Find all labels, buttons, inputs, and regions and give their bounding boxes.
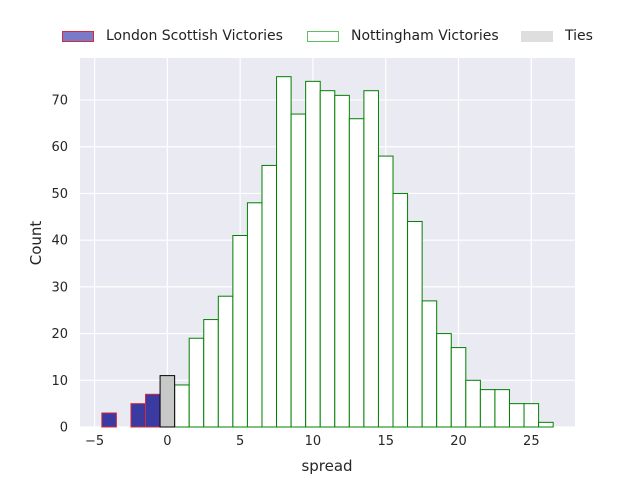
histogram-bar xyxy=(101,412,117,428)
histogram-bar xyxy=(261,164,278,428)
x-tick-label: 10 xyxy=(305,434,322,449)
histogram-bar xyxy=(217,295,234,428)
histogram-bar xyxy=(392,192,409,428)
histogram-bars xyxy=(101,76,554,428)
histogram-bar xyxy=(363,90,379,428)
y-tick-label: 40 xyxy=(51,234,68,249)
y-tick-label: 30 xyxy=(51,280,68,295)
histogram-bar xyxy=(494,389,510,428)
histogram-bar xyxy=(246,202,263,428)
y-tick-label: 0 xyxy=(60,421,68,436)
histogram-bar xyxy=(334,94,350,428)
histogram-bar xyxy=(232,234,248,428)
legend-swatch-london-scottish xyxy=(62,30,94,42)
histogram-bar xyxy=(508,403,525,428)
histogram-bar xyxy=(130,403,147,428)
histogram-bar xyxy=(421,300,438,428)
y-tick-label: 50 xyxy=(51,187,68,202)
legend-item-ties: Ties xyxy=(521,24,593,48)
x-tick-label: −5 xyxy=(85,434,104,449)
y-tick-label: 60 xyxy=(51,140,68,155)
histogram-bar xyxy=(290,113,307,428)
legend-label-ties: Ties xyxy=(565,28,593,44)
legend-swatch-nottingham xyxy=(307,30,339,42)
histogram-bar xyxy=(145,393,161,428)
y-tick-label: 10 xyxy=(51,374,68,389)
y-tick-label: 70 xyxy=(51,94,68,109)
chart-legend: London Scottish Victories Nottingham Vic… xyxy=(0,24,640,48)
histogram-bar xyxy=(276,76,292,428)
histogram-bar xyxy=(436,333,452,428)
histogram-bar xyxy=(188,337,205,428)
histogram-bar xyxy=(348,118,365,428)
histogram-bar xyxy=(319,90,336,428)
y-axis-ticks: 0 10 20 30 40 50 60 70 xyxy=(51,94,68,436)
x-tick-label: 5 xyxy=(236,434,244,449)
histogram-bar xyxy=(523,403,540,428)
x-tick-label: 20 xyxy=(450,434,467,449)
histogram-bar xyxy=(305,80,321,428)
x-tick-label: 15 xyxy=(377,434,394,449)
x-tick-label: 0 xyxy=(163,434,171,449)
y-axis-label: Count xyxy=(27,221,45,266)
legend-item-london-scottish: London Scottish Victories xyxy=(62,24,283,48)
legend-item-nottingham: Nottingham Victories xyxy=(307,24,499,48)
x-tick-label: 25 xyxy=(523,434,540,449)
y-tick-label: 20 xyxy=(51,327,68,342)
x-axis-label: spread xyxy=(301,457,352,475)
histogram-bar xyxy=(465,379,481,428)
histogram-bar xyxy=(159,375,176,428)
legend-label-london-scottish: London Scottish Victories xyxy=(106,28,283,44)
histogram-bar xyxy=(377,155,394,428)
legend-label-nottingham: Nottingham Victories xyxy=(351,28,499,44)
histogram-bar xyxy=(203,319,219,428)
x-axis-ticks: −5 0 5 10 15 20 25 xyxy=(85,434,540,449)
histogram-bar xyxy=(479,389,496,428)
histogram-bar xyxy=(174,384,190,428)
histogram-bar xyxy=(538,421,554,428)
histogram-bar xyxy=(450,347,467,428)
legend-swatch-ties xyxy=(521,30,553,42)
histogram-bar xyxy=(407,220,423,428)
